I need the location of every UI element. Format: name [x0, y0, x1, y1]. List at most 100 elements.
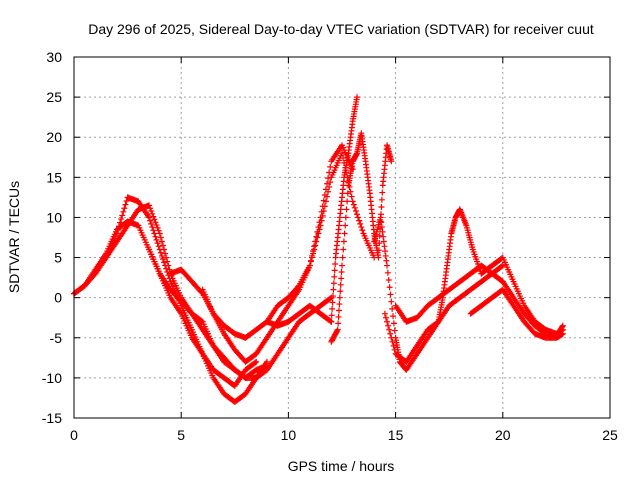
data-point	[352, 208, 359, 215]
y-tick-label: 25	[46, 89, 62, 105]
data-point	[121, 205, 128, 212]
data-point	[163, 254, 170, 261]
data-point	[151, 216, 158, 223]
x-tick-label: 20	[495, 427, 511, 443]
data-point	[327, 317, 334, 324]
data-point	[150, 213, 157, 220]
y-tick-label: 10	[46, 209, 62, 225]
data-point	[391, 346, 398, 353]
data-point	[156, 230, 163, 237]
data-point	[146, 214, 153, 221]
series-track-8	[328, 130, 395, 345]
data-point	[386, 284, 393, 291]
series-track-3	[103, 202, 270, 381]
data-point	[331, 267, 338, 274]
data-point	[340, 246, 347, 253]
data-point	[379, 189, 386, 196]
data-point	[149, 210, 156, 217]
data-point	[147, 217, 154, 224]
data-point	[319, 212, 326, 219]
grid-lines	[74, 57, 610, 418]
data-point	[349, 198, 356, 205]
data-point	[379, 228, 386, 235]
data-point	[311, 246, 318, 253]
data-point	[315, 230, 322, 237]
data-point	[295, 283, 302, 290]
data-point	[376, 240, 383, 247]
series-track-2	[71, 218, 260, 389]
data-point	[119, 212, 126, 219]
data-point	[391, 327, 398, 334]
data-point	[320, 208, 327, 215]
data-point	[385, 322, 392, 329]
data-point	[330, 286, 337, 293]
data-point	[378, 224, 385, 231]
data-point	[151, 230, 158, 237]
data-point	[157, 249, 164, 256]
data-point	[326, 183, 333, 190]
series-track-7	[263, 150, 378, 325]
data-point	[152, 219, 159, 226]
data-point	[122, 201, 129, 208]
data-point	[336, 294, 343, 301]
data-point	[378, 204, 385, 211]
series-track-15	[499, 278, 566, 340]
data-point	[380, 238, 387, 245]
x-tick-label: 5	[177, 427, 185, 443]
data-point	[384, 318, 391, 325]
data-point	[318, 217, 325, 224]
data-point	[327, 163, 334, 170]
data-point	[359, 227, 366, 234]
data-point	[325, 188, 332, 195]
y-axis-label: SDTVAR / TECUs	[6, 181, 22, 293]
data-point	[330, 280, 337, 287]
data-point	[314, 234, 321, 241]
data-point	[499, 262, 506, 269]
data-point	[336, 301, 343, 308]
data-point	[342, 222, 349, 229]
data-point	[390, 342, 397, 349]
series-track-4	[146, 246, 335, 381]
data-point	[154, 224, 161, 231]
x-axis-label: GPS time / hours	[288, 458, 395, 474]
data-point	[323, 193, 330, 200]
plot-frame	[73, 56, 611, 419]
data-point	[559, 322, 566, 329]
data-point	[328, 312, 335, 319]
data-point	[383, 257, 390, 264]
data-point	[321, 203, 328, 210]
series-track-9	[328, 94, 361, 325]
data-point	[307, 258, 314, 265]
data-point	[335, 307, 342, 314]
series-track-6	[199, 286, 335, 341]
y-tick-label: -15	[42, 410, 62, 426]
data-point	[166, 266, 173, 273]
data-point	[120, 208, 127, 215]
data-point	[376, 232, 383, 239]
data-point	[338, 275, 345, 282]
y-tick-label: 30	[46, 49, 62, 65]
data-point	[382, 252, 389, 259]
data-point	[325, 175, 332, 182]
data-point	[388, 298, 395, 305]
data-point	[378, 196, 385, 203]
data-point	[152, 233, 159, 240]
data-point	[158, 252, 165, 259]
data-point	[559, 330, 566, 337]
data-point	[162, 250, 169, 257]
data-point	[377, 214, 384, 221]
data-point	[322, 198, 329, 205]
data-point	[354, 94, 361, 101]
data-point	[154, 240, 161, 247]
series-track-11	[381, 206, 485, 365]
x-tick-label: 15	[388, 427, 404, 443]
series-track-5	[167, 142, 356, 365]
x-tick-label: 0	[70, 427, 78, 443]
axis-ticks: 0 5 10 15 20 25 -15 -10 -5 0 5 10 15 20 25 30	[42, 49, 618, 443]
data-point	[341, 230, 348, 237]
data-points	[71, 94, 566, 405]
y-tick-label: 5	[54, 250, 62, 266]
data-point	[164, 258, 171, 265]
data-point	[155, 227, 162, 234]
data-point	[306, 262, 313, 269]
